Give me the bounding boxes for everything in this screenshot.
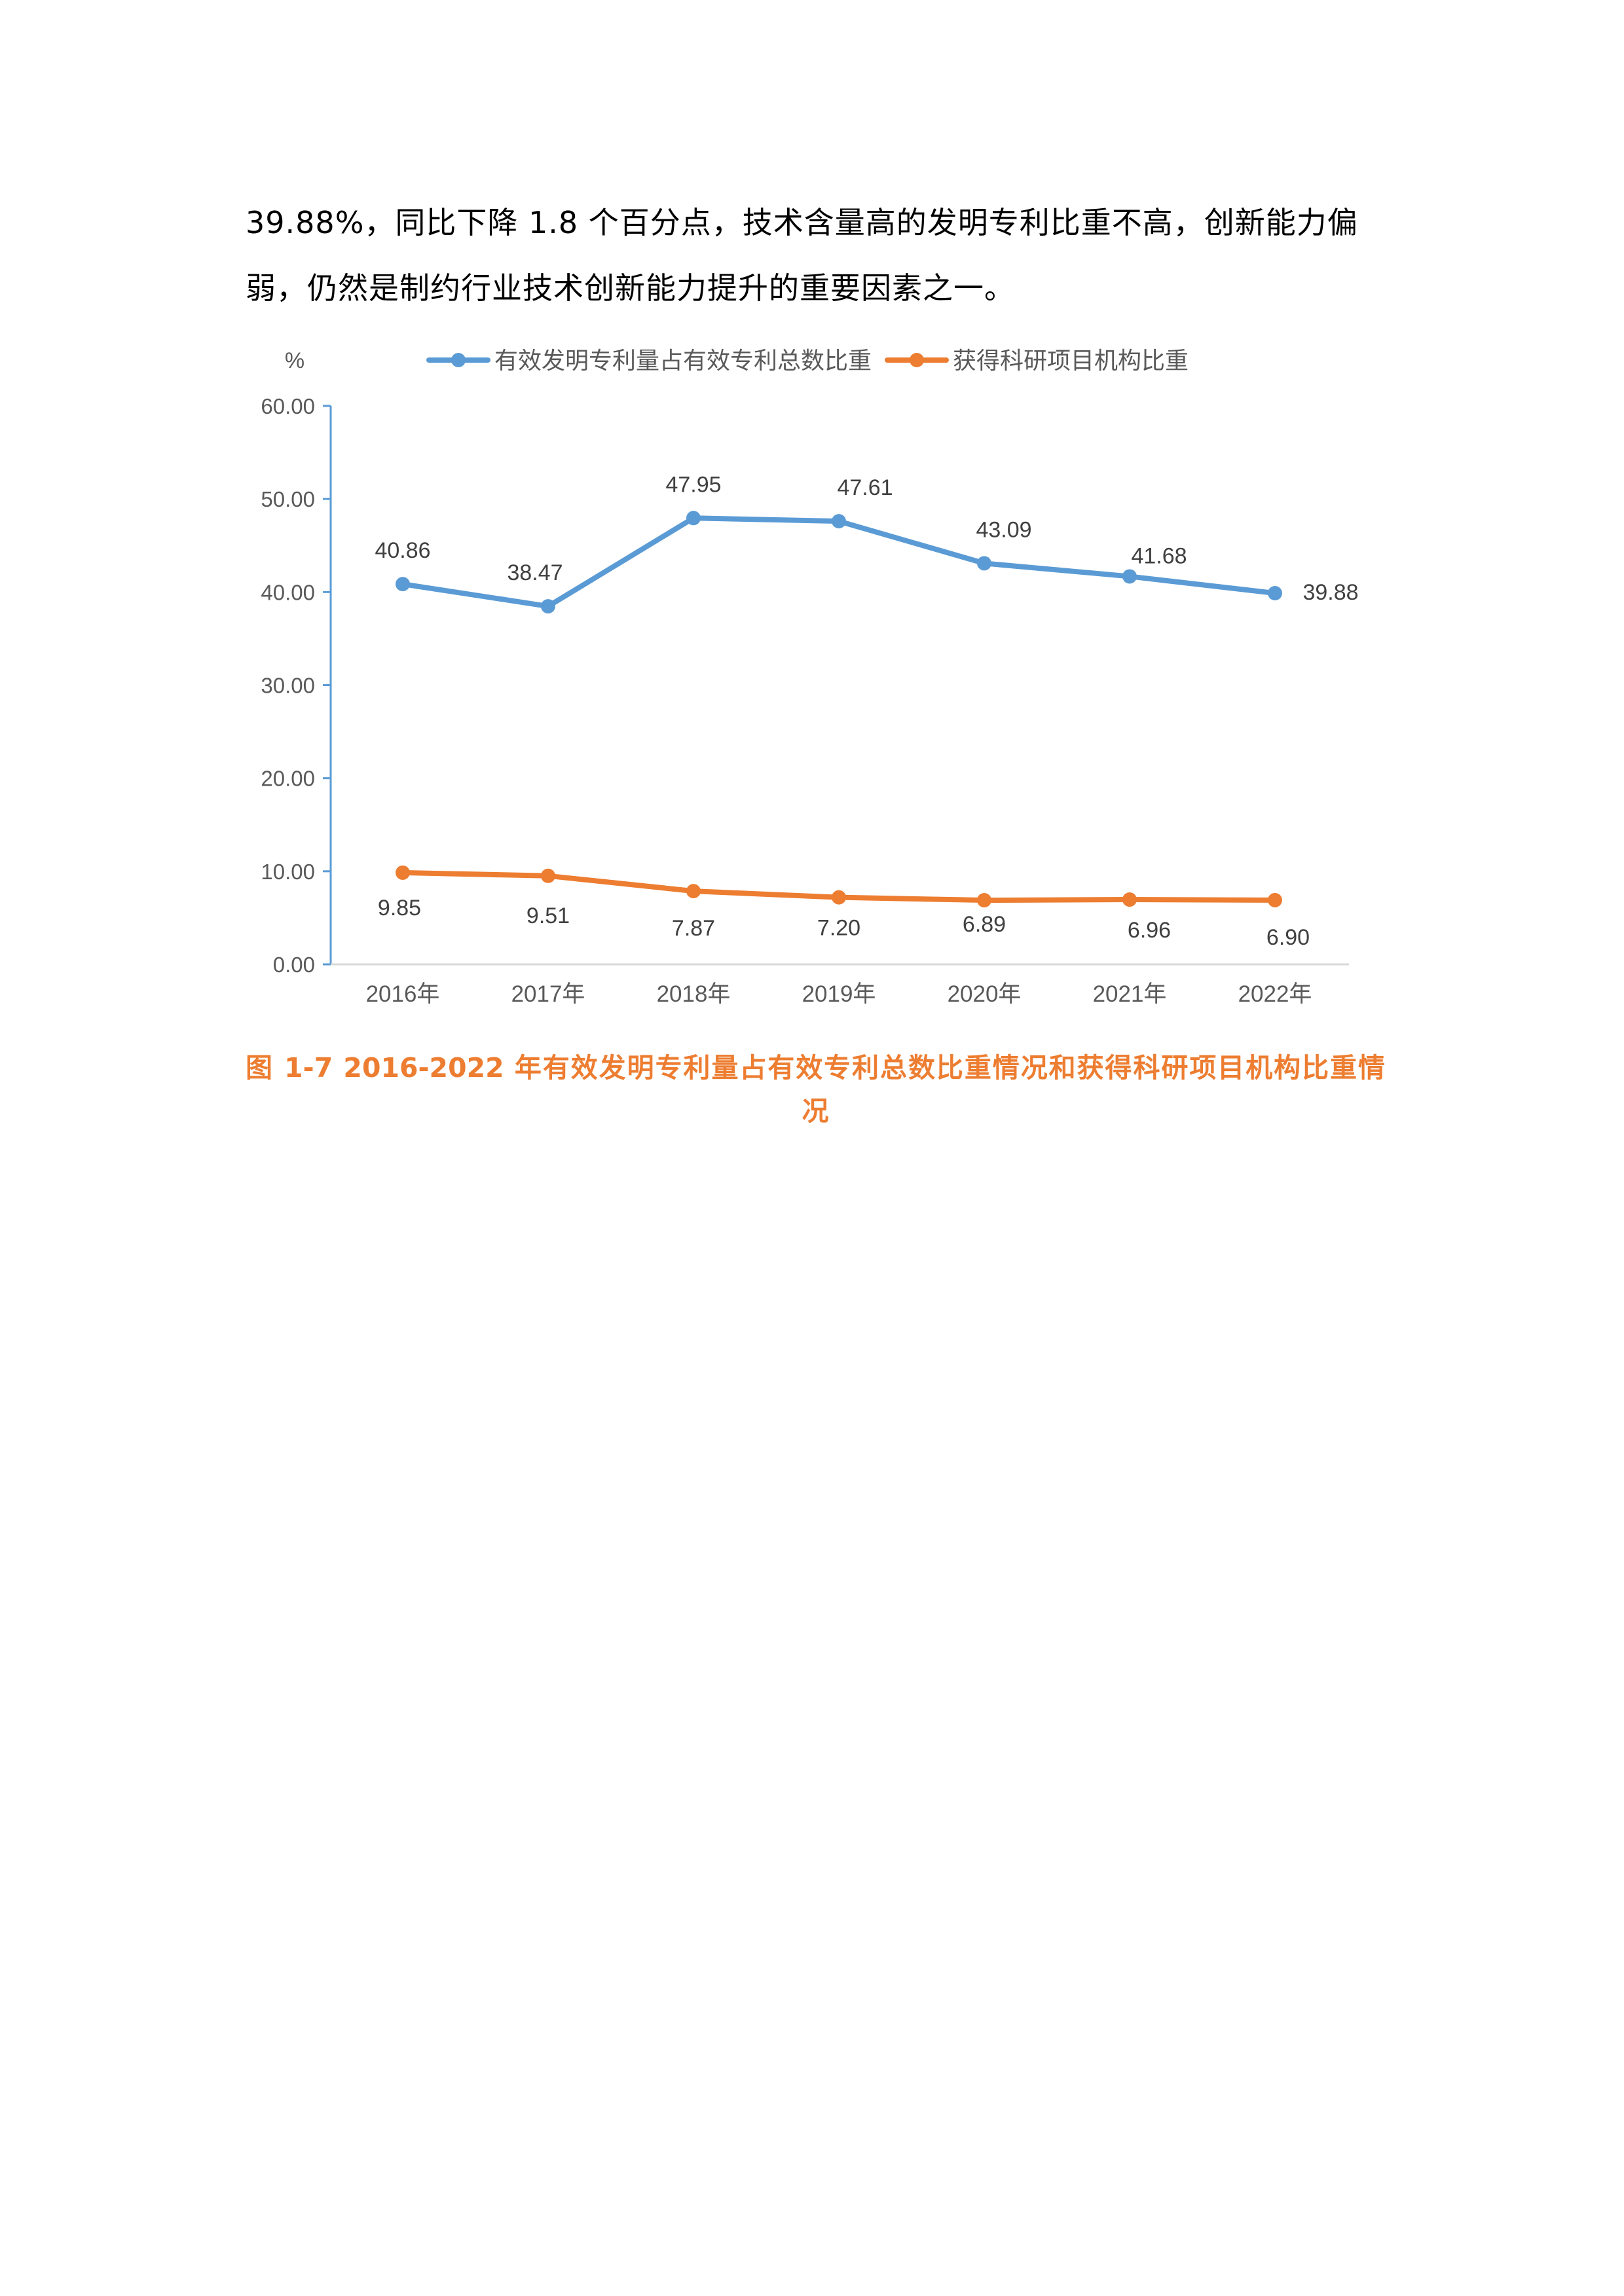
data-label: 43.09 <box>976 517 1031 542</box>
legend-swatch-marker <box>451 353 466 367</box>
data-point <box>686 884 701 899</box>
x-tick-label: 2019年 <box>802 981 876 1007</box>
data-point <box>396 865 410 880</box>
data-label: 47.61 <box>837 475 893 500</box>
data-label: 38.47 <box>507 560 563 585</box>
data-point <box>832 514 846 529</box>
y-tick-label: 50.00 <box>261 487 315 511</box>
x-tick-label: 2021年 <box>1093 981 1167 1007</box>
data-label: 9.85 <box>378 896 421 920</box>
data-point <box>541 599 555 614</box>
data-point <box>396 577 410 592</box>
x-tick-label: 2022年 <box>1238 981 1312 1007</box>
y-tick-label: 0.00 <box>273 953 315 977</box>
data-point <box>541 868 555 883</box>
legend-item-2: 获得科研项目机构比重 <box>885 347 1189 374</box>
y-tick-label: 10.00 <box>261 860 315 884</box>
y-unit-label: % <box>285 348 304 373</box>
x-tick-label: 2018年 <box>657 981 731 1007</box>
legend-label: 有效发明专利量占有效专利总数比重 <box>494 347 872 374</box>
y-tick-label: 60.00 <box>261 394 315 418</box>
y-tick-label: 30.00 <box>261 674 315 698</box>
data-label: 7.87 <box>672 916 715 941</box>
x-tick-label: 2016年 <box>366 981 440 1007</box>
legend: 有效发明专利量占有效专利总数比重 获得科研项目机构比重 <box>426 347 1189 374</box>
data-point <box>1122 892 1137 907</box>
legend-swatch-marker <box>910 353 924 367</box>
data-label: 6.90 <box>1266 925 1310 950</box>
data-label: 6.96 <box>1128 918 1171 943</box>
paragraph-line-1: 39.88%，同比下降 1.8 个百分点，技术含量高的发明专利比重不高，创新能力… <box>246 205 1358 240</box>
data-label: 6.89 <box>963 912 1006 937</box>
data-point <box>977 893 991 908</box>
data-label: 39.88 <box>1302 580 1358 605</box>
data-label: 47.95 <box>665 472 721 497</box>
data-point <box>1268 586 1282 601</box>
data-point <box>1122 569 1137 584</box>
data-label: 9.51 <box>526 903 570 928</box>
y-tick-label: 20.00 <box>261 767 315 791</box>
data-point <box>686 511 701 526</box>
data-point <box>1268 892 1282 907</box>
x-tick-label: 2020年 <box>948 981 1022 1007</box>
body-paragraph: 39.88%，同比下降 1.8 个百分点，技术含量高的发明专利比重不高，创新能力… <box>246 190 1385 321</box>
data-label: 41.68 <box>1131 543 1187 568</box>
legend-label: 获得科研项目机构比重 <box>953 347 1189 374</box>
caption-line-1: 图 1-7 2016-2022 年有效发明专利量占有效专利总数比重情况和获得科研… <box>246 1052 1385 1084</box>
caption-line-2: 况 <box>802 1095 829 1127</box>
y-tick-label: 40.00 <box>261 580 315 604</box>
axes: 0.00 10.00 20.00 30.00 40.00 50.00 60.00 2016年 2… <box>261 394 1349 1007</box>
series-2: 9.85 9.51 7.87 7.20 6.89 6.96 6.90 <box>378 865 1310 950</box>
data-point <box>977 556 991 571</box>
data-label: 7.20 <box>817 916 860 941</box>
legend-item-1: 有效发明专利量占有效专利总数比重 <box>426 347 872 374</box>
x-tick-label: 2017年 <box>511 981 585 1007</box>
data-label: 40.86 <box>375 538 430 563</box>
line-chart: % 有效发明专利量占有效专利总数比重 获得科研项目机构比重 0.00 10.00 20… <box>261 347 1358 1007</box>
figure-caption: 图 1-7 2016-2022 年有效发明专利量占有效专利总数比重情况和获得科研… <box>246 1046 1385 1133</box>
data-point <box>832 890 846 905</box>
series-1: 40.86 38.47 47.95 47.61 43.09 41.68 39.88 <box>375 472 1359 614</box>
paragraph-line-2: 弱，仍然是制约行业技术创新能力提升的重要因素之一。 <box>246 270 1015 306</box>
